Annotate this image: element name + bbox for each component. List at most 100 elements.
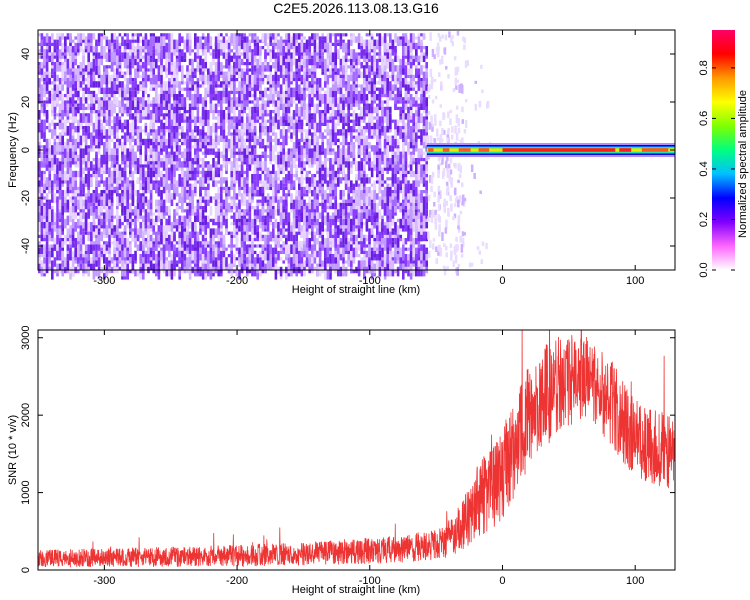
spectrogram-cell	[292, 158, 296, 168]
spectrogram-cell	[155, 58, 158, 69]
spectrogram-cell	[118, 68, 122, 78]
spectrogram-cell	[282, 46, 285, 56]
spectrogram-cell	[196, 62, 200, 72]
spectrogram-cell	[95, 225, 98, 229]
spectrogram-cell	[186, 158, 189, 168]
spectrogram-cell	[194, 238, 197, 248]
spectrogram-cell	[142, 129, 145, 133]
spectrogram-cell	[290, 164, 293, 174]
spectrogram-cell	[118, 100, 122, 107]
spectrogram-cell	[165, 218, 168, 226]
spectrogram-cell	[92, 241, 96, 245]
spectrogram-cell	[277, 100, 280, 107]
spectrogram-cell	[45, 202, 49, 210]
spectrogram-cell	[298, 145, 301, 155]
spectrogram-cell	[259, 186, 262, 197]
spectrogram-cell	[290, 94, 293, 104]
spectrogram-cell	[97, 196, 101, 206]
spectrogram-cell	[285, 113, 288, 120]
spectrogram-cell	[183, 186, 187, 197]
spectrogram-cell	[71, 113, 75, 123]
spectrogram-cell	[272, 62, 275, 69]
spectrogram-cell	[238, 225, 241, 232]
spectrogram-cell	[74, 209, 77, 219]
spectrogram-cell	[235, 71, 239, 75]
spectrogram-cell	[259, 65, 262, 75]
spectrogram-cell	[116, 39, 119, 50]
spectrogram-cell	[178, 81, 181, 91]
spectrogram-cell	[84, 106, 88, 110]
spectrogram-cell	[246, 74, 249, 85]
spectrogram-cell	[188, 212, 192, 222]
spectrogram-cell	[90, 74, 93, 85]
spectrogram-cell	[194, 68, 197, 72]
spectrogram-cell	[82, 263, 85, 274]
spectrogram-cell	[113, 103, 116, 114]
spectrogram-cell	[277, 74, 280, 82]
spectrogram-cell	[300, 247, 304, 251]
spectrogram-cell	[173, 257, 176, 267]
spectrogram-cell	[214, 103, 218, 114]
spectrogram-cell	[292, 142, 296, 152]
spectrogram-cell	[149, 119, 153, 130]
spectrogram-cell	[181, 126, 184, 133]
spectrogram-cell	[97, 62, 101, 66]
spectrogram-cell	[116, 183, 119, 194]
spectrogram-cell	[87, 234, 90, 242]
spectrogram-cell	[277, 154, 280, 165]
spectrogram-cell	[235, 202, 239, 206]
spectrogram-cell	[285, 78, 288, 88]
spectrogram-cell	[126, 84, 129, 94]
spectrogram-cell	[142, 241, 145, 245]
spectrogram-cell	[259, 202, 262, 206]
spectrogram-cell	[191, 158, 194, 165]
spectrogram-cell	[259, 126, 262, 133]
spectrogram-cell	[230, 84, 233, 91]
spectrogram-cell	[97, 206, 101, 216]
spectrogram-cell	[77, 68, 80, 78]
spectrogram-cell	[118, 52, 122, 62]
spectrogram-cell	[264, 126, 267, 130]
spectrogram-cell	[204, 132, 207, 136]
spectrogram-cell	[194, 135, 197, 139]
spectrogram-cell	[194, 254, 197, 264]
spectrogram-cell	[48, 247, 51, 251]
spectrogram-cell	[157, 167, 161, 178]
spectrogram-cell	[71, 183, 75, 194]
spectrogram-cell	[40, 206, 44, 216]
spectrogram-cell	[45, 193, 49, 200]
spectrogram-cell	[238, 177, 241, 187]
spectrogram-cell	[238, 33, 241, 37]
spectrogram-cell	[269, 174, 272, 184]
spectrogram-cell	[217, 113, 220, 117]
spectrogram-cell	[204, 145, 207, 155]
spectrogram-cell	[194, 71, 197, 75]
spectrogram-cell	[287, 122, 291, 133]
spectrogram-cell	[66, 90, 70, 101]
spectrogram-cell	[71, 81, 75, 91]
spectrogram-cell	[48, 55, 51, 62]
spectrogram-cell	[45, 234, 49, 242]
spectrogram-cell	[131, 36, 135, 40]
spectrogram-cell	[282, 250, 285, 254]
spectrogram-cell	[264, 74, 267, 78]
spectrogram-cell	[269, 52, 272, 62]
spectrogram-cell	[204, 174, 207, 184]
spectrogram-cell	[199, 55, 202, 66]
spectrogram-cell	[204, 247, 207, 258]
spectrogram-cell	[285, 71, 288, 78]
spectrogram-cell	[134, 225, 137, 235]
spectrogram-cell	[214, 52, 218, 59]
spectrogram-cell	[204, 154, 207, 158]
spectrogram-cell	[253, 119, 257, 126]
spectrogram-cell	[220, 110, 223, 120]
spectrogram-cell	[118, 241, 122, 251]
spectrogram-cell	[136, 84, 140, 91]
spectrogram-cell	[194, 174, 197, 181]
spectrogram-cell	[225, 84, 228, 88]
spectrogram-cell	[155, 180, 158, 184]
spectrogram-cell	[264, 100, 267, 110]
spectrogram-cell	[160, 100, 163, 110]
spectrogram-cell	[134, 151, 137, 162]
spectrogram-cell	[95, 94, 98, 101]
